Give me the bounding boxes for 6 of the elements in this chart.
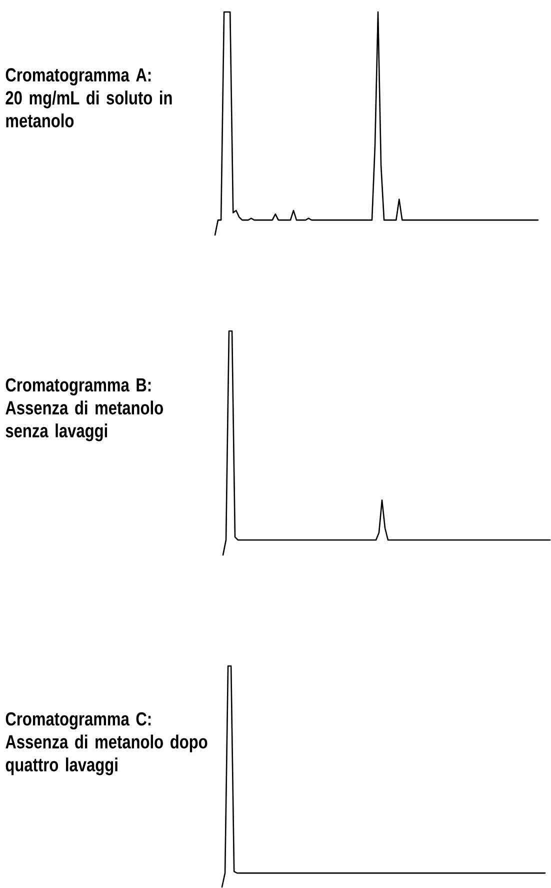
text: Cromatogramma C:: [6, 712, 151, 730]
text: Assenza di metanolo dopo quattro lavaggi: [6, 734, 208, 776]
text: Assenza di metanolo senza lavaggi: [6, 400, 163, 442]
text: Cromatogramma B:: [6, 378, 151, 396]
text: 20 mg/mL di soluto in metanolo: [6, 90, 172, 128]
text: Cromatogramma A:: [6, 68, 151, 86]
